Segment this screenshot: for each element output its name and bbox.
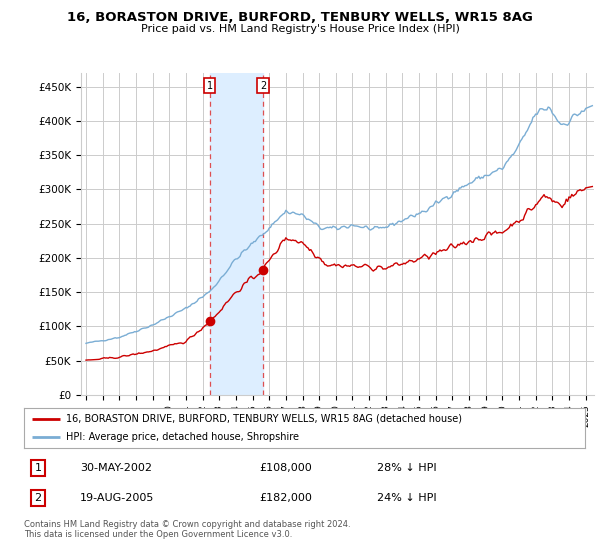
Bar — [209, 73, 263, 395]
Text: 16, BORASTON DRIVE, BURFORD, TENBURY WELLS, WR15 8AG: 16, BORASTON DRIVE, BURFORD, TENBURY WEL… — [67, 11, 533, 24]
Text: 19-AUG-2005: 19-AUG-2005 — [80, 493, 154, 503]
Text: Price paid vs. HM Land Registry's House Price Index (HPI): Price paid vs. HM Land Registry's House … — [140, 24, 460, 34]
Text: 30-MAY-2002: 30-MAY-2002 — [80, 463, 152, 473]
Text: 2: 2 — [34, 493, 41, 503]
Text: 1: 1 — [35, 463, 41, 473]
Text: £108,000: £108,000 — [260, 463, 313, 473]
Text: 1: 1 — [206, 81, 212, 91]
Text: Contains HM Land Registry data © Crown copyright and database right 2024.
This d: Contains HM Land Registry data © Crown c… — [24, 520, 350, 539]
Text: 24% ↓ HPI: 24% ↓ HPI — [377, 493, 437, 503]
Text: 2: 2 — [260, 81, 266, 91]
Text: HPI: Average price, detached house, Shropshire: HPI: Average price, detached house, Shro… — [66, 432, 299, 442]
Text: £182,000: £182,000 — [260, 493, 313, 503]
Text: 16, BORASTON DRIVE, BURFORD, TENBURY WELLS, WR15 8AG (detached house): 16, BORASTON DRIVE, BURFORD, TENBURY WEL… — [66, 414, 462, 423]
Text: 28% ↓ HPI: 28% ↓ HPI — [377, 463, 437, 473]
